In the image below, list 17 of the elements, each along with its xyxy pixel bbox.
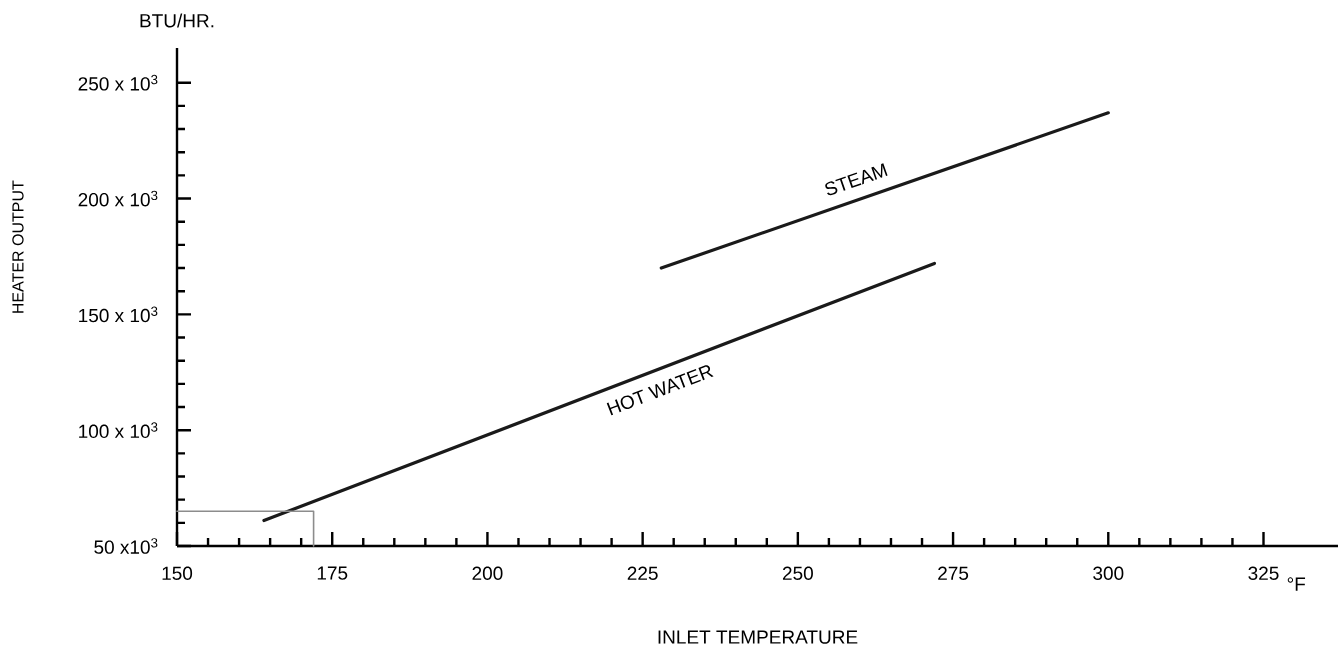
y-tick-label: 200 x 10$^{3}$	[78, 190, 158, 207]
x-tick-label: 150	[162, 566, 193, 580]
x-tick-label: 275	[938, 566, 969, 580]
x-tick-label: 300	[1093, 566, 1124, 580]
x-tick-label: 200	[472, 566, 503, 580]
y-tick-label: 50 x10$^{3}$	[94, 538, 158, 554]
x-tick-label: 225	[627, 566, 658, 580]
y-axis-title: HEATER OUTPUT	[12, 180, 24, 313]
x-tick-label: 325	[1248, 566, 1279, 580]
y-tick-label: 100 x 10$^{3}$	[79, 422, 158, 439]
x-tick-label: 175	[317, 566, 348, 580]
text: °F	[1287, 577, 1306, 591]
y-tick-label: 150 x 10$^{3}$	[79, 306, 158, 323]
y-tick-label: 250 x 10$^{3}$	[78, 74, 158, 91]
x-axis-title: INLET TEMPERATURE	[658, 630, 858, 644]
x-tick-label: 250	[782, 566, 813, 580]
text: BTU/HR.	[140, 13, 214, 28]
